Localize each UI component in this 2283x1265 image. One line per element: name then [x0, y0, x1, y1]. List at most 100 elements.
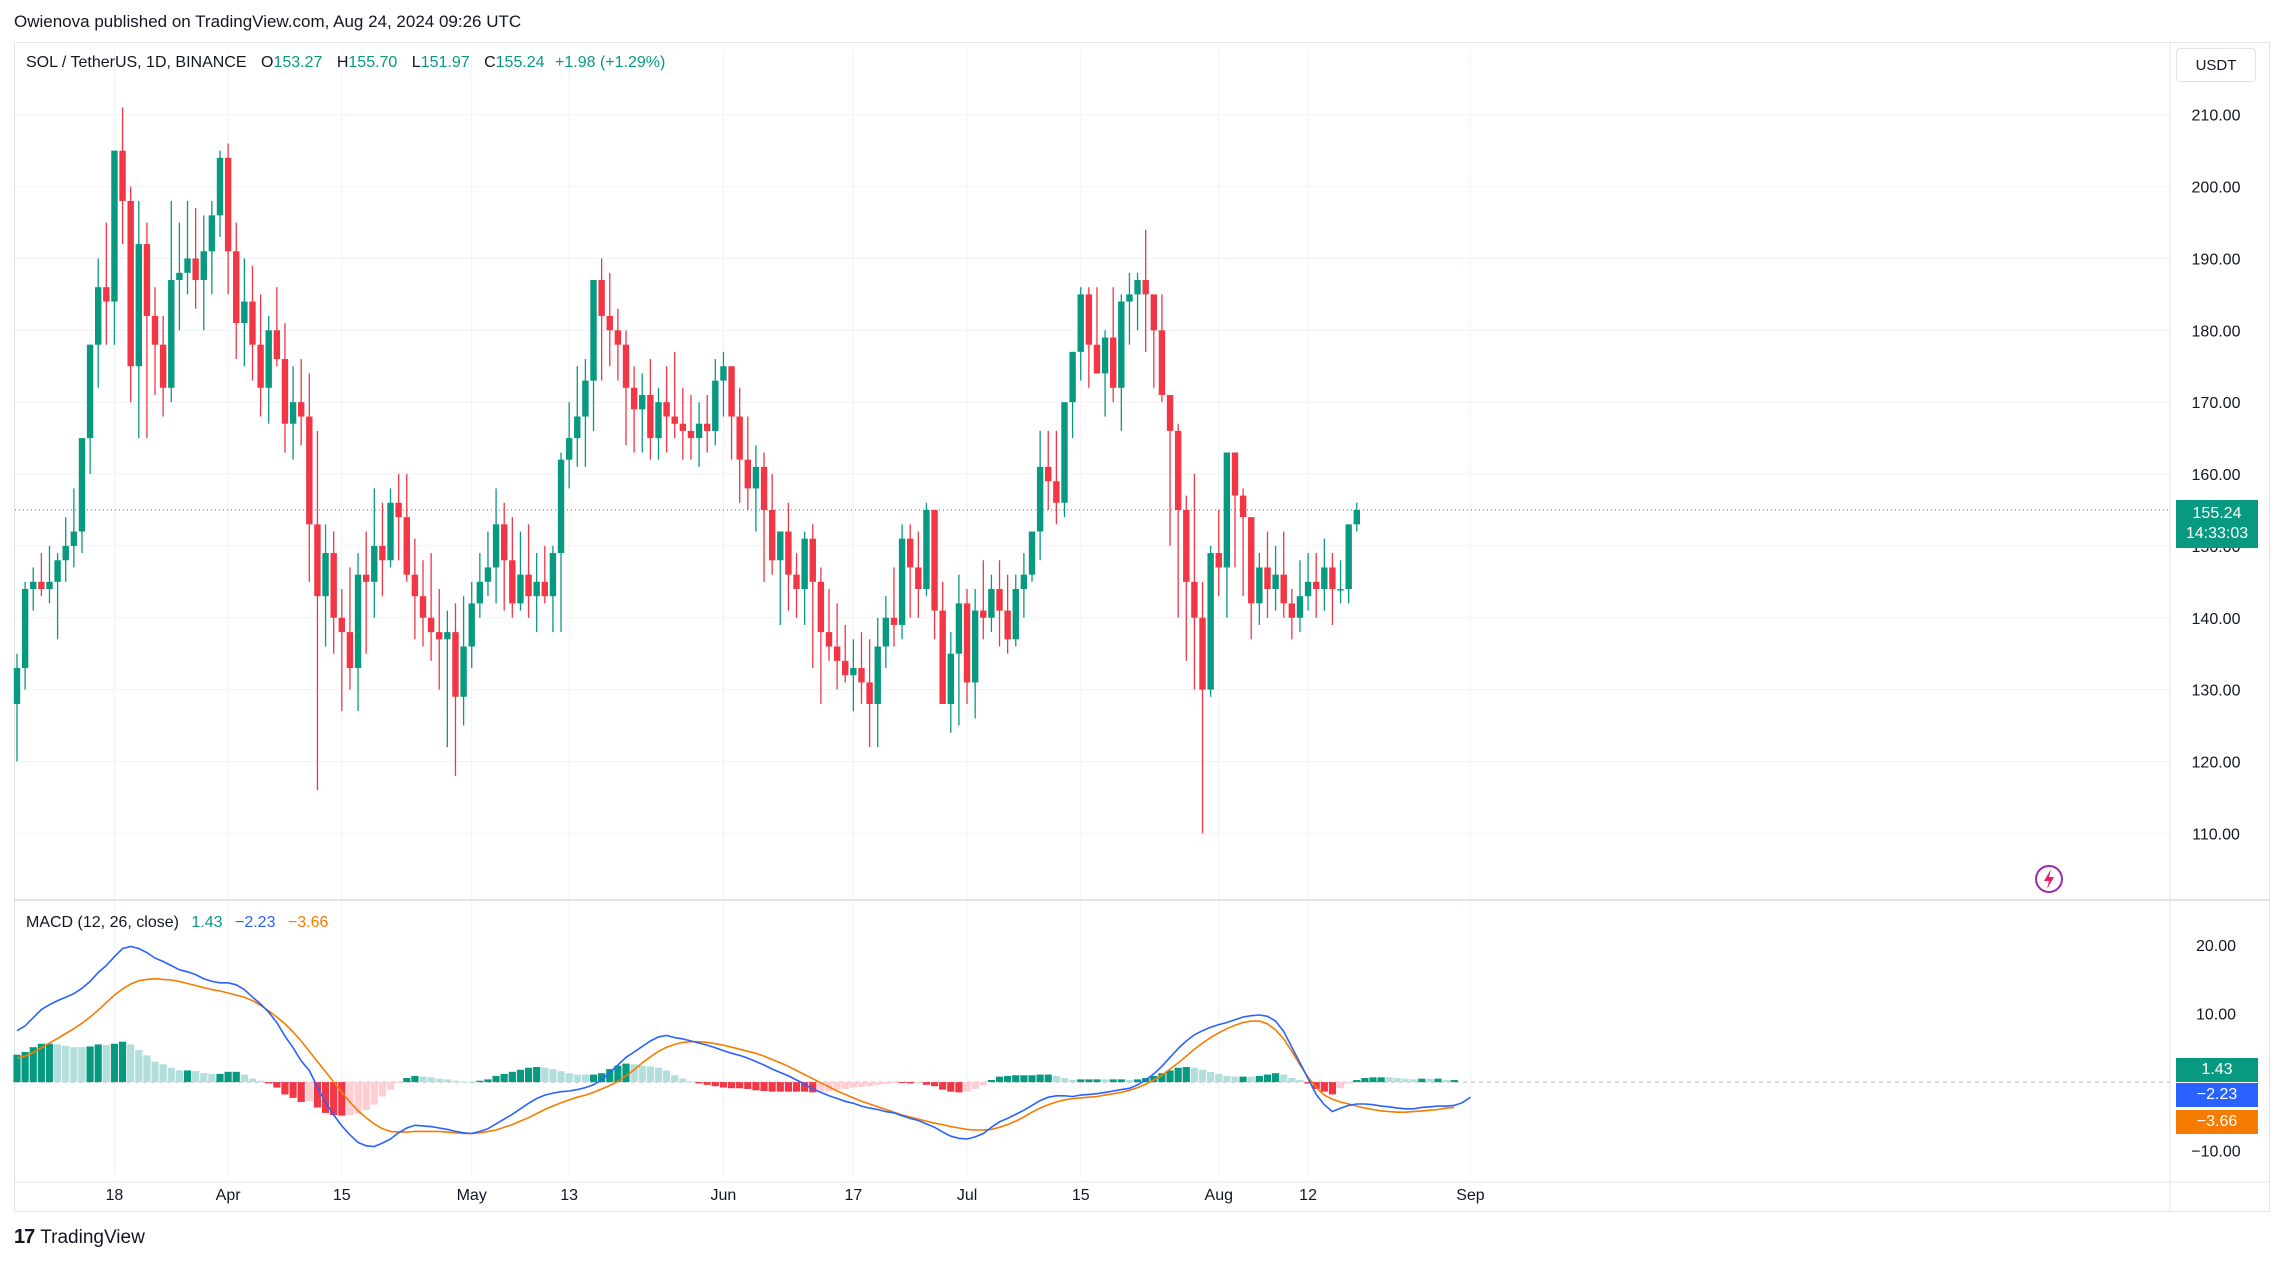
macd-histogram-bar	[313, 1082, 322, 1108]
price-tick-label: 210.00	[2192, 108, 2241, 125]
candle-body	[46, 581, 53, 590]
macd-histogram-bar	[1117, 1079, 1125, 1083]
macd-histogram-value: 1.43	[191, 914, 223, 931]
time-tick-label: 12	[1299, 1187, 1317, 1204]
candle-body	[801, 538, 808, 590]
candle-body	[679, 423, 687, 431]
candle-body	[13, 668, 21, 704]
macd-histogram-bar	[727, 1082, 736, 1089]
candle-body	[842, 660, 849, 676]
candle-body	[915, 567, 922, 590]
macd-histogram-bar	[646, 1066, 654, 1083]
macd-histogram-bar	[419, 1076, 427, 1083]
candle-body	[54, 560, 61, 582]
macd-signal-line	[16, 977, 1455, 1135]
candle-body	[484, 567, 492, 582]
lightning-icon[interactable]	[2034, 864, 2064, 894]
macd-histogram-bar	[930, 1082, 939, 1087]
macd-histogram-bar	[736, 1082, 744, 1089]
macd-histogram-bar	[1288, 1077, 1296, 1083]
candle-body	[898, 538, 906, 625]
candle-body	[1231, 452, 1239, 496]
macd-histogram-bar	[760, 1082, 768, 1092]
candle-body	[184, 258, 191, 273]
time-tick-label: Jun	[711, 1187, 737, 1204]
macd-histogram-bar	[1044, 1074, 1052, 1083]
macd-histogram-bar	[792, 1082, 801, 1092]
symbol-name[interactable]: SOL / TetherUS, 1D, BINANCE	[26, 54, 247, 71]
candle-body	[143, 244, 151, 316]
candle-body	[468, 603, 475, 647]
macd-histogram-bar	[817, 1082, 825, 1092]
candle-body	[582, 380, 589, 417]
macd-histogram-bar	[1231, 1076, 1239, 1083]
candle-body	[1280, 574, 1287, 604]
candle-body	[1264, 567, 1271, 590]
candle-body	[1174, 430, 1182, 510]
macd-histogram-bar	[687, 1081, 695, 1083]
macd-histogram-bar	[508, 1071, 516, 1083]
macd-histogram-bar	[801, 1082, 809, 1092]
candle-body	[306, 416, 313, 525]
candle-body	[1207, 553, 1214, 690]
macd-histogram-bar	[1336, 1082, 1345, 1089]
macd-histogram-bar	[1410, 1079, 1418, 1083]
candle-body	[963, 603, 971, 683]
macd-histogram-bar	[1207, 1071, 1215, 1083]
macd-histogram-bar	[1263, 1074, 1272, 1083]
macd-histogram-bar	[45, 1043, 54, 1083]
candle-body	[192, 258, 199, 281]
candle-body	[492, 524, 500, 568]
macd-histogram-bar	[362, 1082, 370, 1111]
macd-histogram-bar	[240, 1074, 248, 1083]
time-tick-label: Aug	[1205, 1187, 1233, 1204]
macd-histogram-bar	[37, 1043, 45, 1083]
candle-body	[866, 682, 873, 704]
macd-histogram-bar	[1418, 1078, 1426, 1083]
currency-button[interactable]: USDT	[2176, 48, 2256, 82]
candle-body	[704, 423, 711, 431]
candle-body	[777, 531, 784, 561]
macd-histogram-bar	[971, 1082, 979, 1089]
macd-histogram-bar	[711, 1082, 719, 1087]
macd-histogram-bar	[679, 1078, 687, 1083]
macd-legend[interactable]: MACD (12, 26, close) 1.43 −2.23 −3.66	[26, 914, 328, 932]
macd-histogram-bar	[143, 1055, 151, 1083]
macd-histogram-bar	[338, 1082, 346, 1116]
candle-body	[1304, 581, 1312, 597]
candle-body	[1061, 402, 1068, 503]
candle-body	[1256, 567, 1263, 604]
tradingview-brand[interactable]: 17 TradingView	[14, 1226, 145, 1249]
time-tick-label: Jul	[957, 1187, 977, 1204]
symbol-legend[interactable]: SOL / TetherUS, 1D, BINANCE O153.27 H155…	[26, 54, 665, 72]
candle-body	[476, 581, 484, 604]
time-tick-label: Apr	[216, 1187, 242, 1204]
candle-body	[127, 200, 134, 367]
candle-body	[1053, 481, 1060, 503]
candle-body	[86, 344, 94, 439]
macd-histogram-bar	[1434, 1078, 1442, 1083]
candle-body	[630, 387, 638, 410]
candle-body	[598, 280, 605, 316]
candle-body	[354, 574, 362, 669]
candle-body	[988, 589, 995, 618]
candle-body	[1101, 337, 1109, 374]
candle-body	[752, 466, 760, 489]
candle-body	[1345, 524, 1352, 590]
bar-countdown: 14:33:03	[2185, 525, 2249, 542]
macd-histogram-bar	[1190, 1067, 1198, 1083]
candle-body	[1288, 603, 1296, 618]
candle-body	[606, 315, 613, 331]
macd-histogram-tag: 1.43	[2176, 1058, 2258, 1082]
macd-histogram-bar	[1255, 1075, 1263, 1083]
candle-body	[785, 531, 792, 575]
candle-body	[517, 574, 524, 604]
macd-histogram-bar	[1036, 1074, 1044, 1083]
macd-histogram-bar	[598, 1073, 606, 1083]
time-tick-label: 18	[106, 1187, 124, 1204]
macd-label[interactable]: MACD (12, 26, close)	[26, 914, 179, 931]
tradingview-logo-icon: 17	[14, 1226, 35, 1248]
candle-body	[1093, 344, 1101, 374]
candle-body	[403, 517, 410, 575]
